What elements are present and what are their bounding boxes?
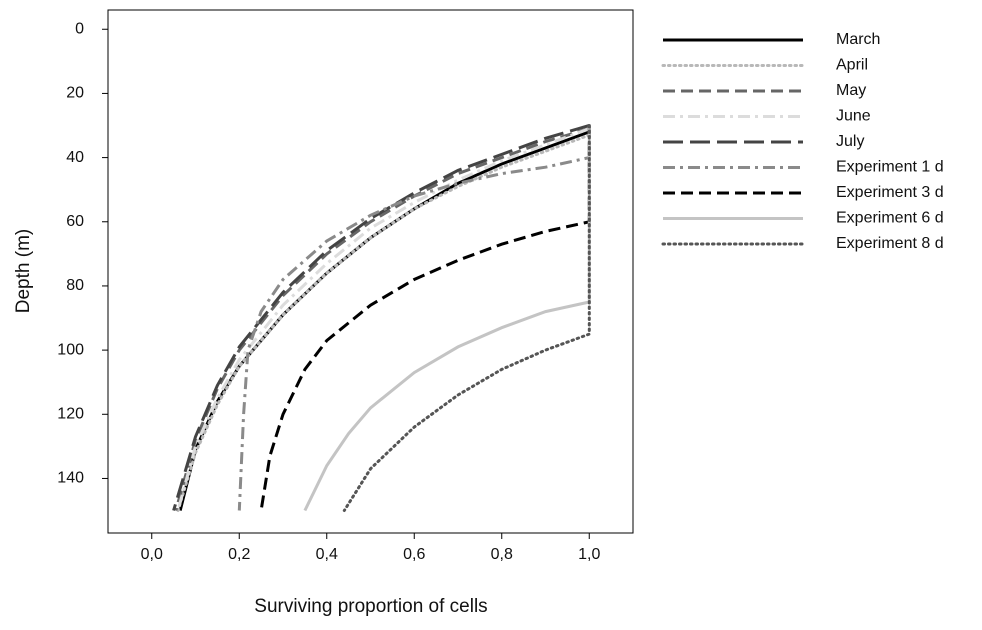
series-line <box>342 124 591 512</box>
x-tick-label: 0,0 <box>141 546 163 563</box>
legend-label: May <box>836 82 866 99</box>
series-line <box>237 125 591 511</box>
y-tick-label: 40 <box>66 149 84 166</box>
x-tick-label: 0,2 <box>228 546 250 563</box>
legend-label: March <box>836 31 880 48</box>
series-line <box>303 125 591 512</box>
x-tick-label: 0,8 <box>491 546 513 563</box>
legend-label: Experiment 1 d <box>836 159 944 176</box>
legend-label: June <box>836 108 871 125</box>
legend-label: Experiment 8 d <box>836 235 944 252</box>
series-line <box>172 124 590 511</box>
y-tick-label: 100 <box>57 341 84 358</box>
legend-label: April <box>836 57 868 74</box>
y-tick-label: 120 <box>57 406 84 423</box>
y-tick-label: 80 <box>66 277 84 294</box>
y-tick-label: 60 <box>66 213 84 230</box>
x-tick-label: 0,6 <box>403 546 425 563</box>
series-line <box>259 125 591 511</box>
y-axis-title: Depth (m) <box>13 229 34 313</box>
legend-label: Experiment 6 d <box>836 210 944 227</box>
y-tick-label: 0 <box>75 20 84 37</box>
legend-label: July <box>836 133 864 150</box>
y-tick-label: 20 <box>66 85 84 102</box>
legend-label: Experiment 3 d <box>836 184 944 201</box>
series-line <box>176 133 591 512</box>
plot-frame <box>107 9 634 534</box>
x-tick-label: 1,0 <box>578 546 600 563</box>
series-line <box>174 127 590 511</box>
y-tick-label: 140 <box>57 470 84 487</box>
x-axis-title: Surviving proportion of cells <box>254 596 487 617</box>
x-tick-label: 0,4 <box>316 546 338 563</box>
series-line <box>176 127 590 511</box>
